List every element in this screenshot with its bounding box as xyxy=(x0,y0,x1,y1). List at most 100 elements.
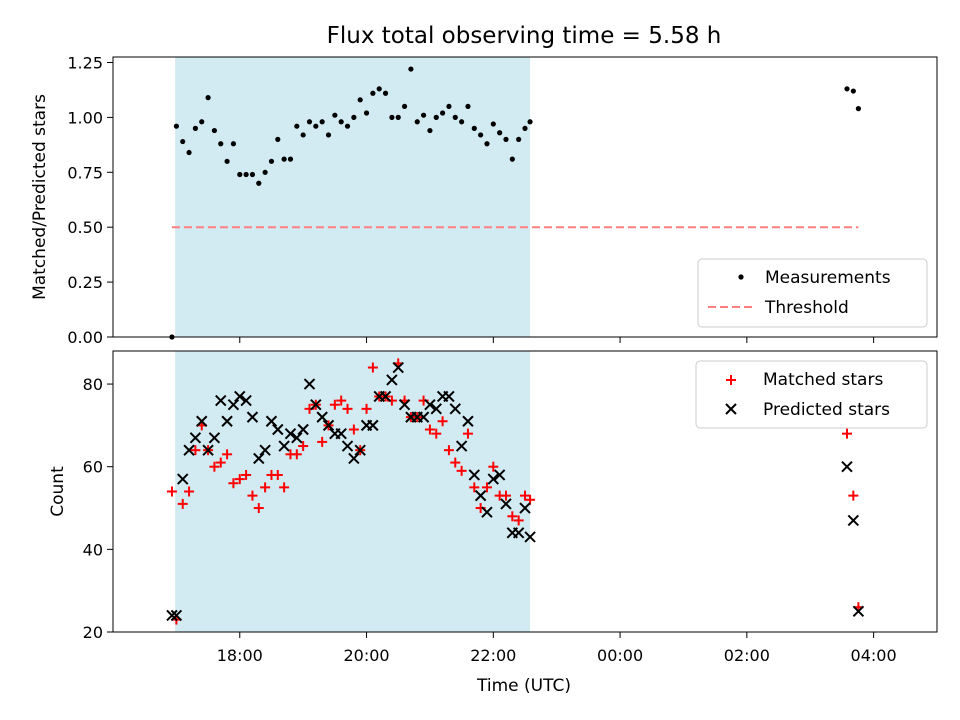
predicted-star-point xyxy=(354,444,366,456)
measurement-point xyxy=(319,119,325,125)
y-tick-label: 0.25 xyxy=(67,273,103,292)
measurements-series xyxy=(169,66,862,340)
measurement-point xyxy=(855,106,862,112)
predicted-star-point xyxy=(259,444,271,456)
matched-star-point xyxy=(520,490,530,501)
measurement-point xyxy=(268,158,275,164)
x-tick-label: 18:00 xyxy=(217,646,263,665)
predicted-star-point xyxy=(278,440,290,452)
predicted-star-point xyxy=(852,605,865,618)
legend-label-predicted: Predicted stars xyxy=(763,400,890,420)
matched-star-point xyxy=(260,482,271,493)
predicted-star-point xyxy=(524,531,536,543)
bottom-plot-frame xyxy=(112,350,938,633)
measurement-point xyxy=(262,169,268,175)
top-x-ticks xyxy=(239,337,875,343)
matched-star-point xyxy=(247,490,258,501)
measurement-point xyxy=(414,119,420,125)
matched-star-point xyxy=(437,416,448,427)
x-tick-label: 22:00 xyxy=(470,646,516,665)
predicted-star-point xyxy=(196,415,208,427)
measurement-point xyxy=(332,112,338,118)
legend-box xyxy=(695,360,928,429)
predicted-star-point xyxy=(221,415,233,427)
predicted-star-point xyxy=(847,514,860,527)
predicted-star-point xyxy=(240,394,252,407)
predicted-star-point xyxy=(215,394,227,407)
top-y-axis: 0.00 0.25 0.50 0.75 1.00 1.25 xyxy=(67,53,113,347)
measurement-point xyxy=(351,114,357,120)
measurement-point xyxy=(199,119,205,125)
bottom-x-axis: 18:00 20:00 22:00 00:00 02:00 04:00 xyxy=(217,632,897,665)
measurement-point xyxy=(211,127,218,134)
measurement-point xyxy=(281,156,287,162)
predicted-star-point xyxy=(512,527,525,539)
measurement-point xyxy=(363,110,370,116)
predicted-star-point xyxy=(177,473,189,485)
measurement-point xyxy=(306,119,313,125)
matched-star-point xyxy=(336,395,347,406)
y-tick-label: 80 xyxy=(83,375,103,394)
matched-star-point xyxy=(222,449,233,460)
predicted-star-point xyxy=(841,460,853,473)
bottom-y-axis: 20 40 60 80 xyxy=(83,375,113,642)
legend-label-matched: Matched stars xyxy=(763,370,883,390)
matched-star-point xyxy=(279,482,290,493)
x-tick-label: 00:00 xyxy=(597,646,643,665)
predicted-star-point xyxy=(443,390,455,403)
matched-star-point xyxy=(177,498,188,509)
predicted-star-point xyxy=(455,440,468,452)
predicted-star-point xyxy=(234,390,246,403)
top-panel: 0.00 0.25 0.50 0.75 1.00 1.25 Matched/Predict… xyxy=(30,53,938,347)
measurement-point xyxy=(218,141,224,147)
matched-star-point xyxy=(228,478,239,489)
measurement-point xyxy=(452,114,458,120)
predicted-star-point xyxy=(189,432,202,444)
y-tick-label: 0.00 xyxy=(67,328,103,347)
matched-star-point xyxy=(209,461,220,472)
legend-box xyxy=(697,258,928,328)
predicted-star-point xyxy=(386,374,398,386)
predicted-star-point xyxy=(430,403,442,415)
measurement-point xyxy=(497,130,503,136)
predicted-star-point xyxy=(246,411,259,423)
predicted-star-point xyxy=(449,403,461,415)
matched-star-point xyxy=(215,457,226,468)
matched-star-point xyxy=(184,486,195,497)
measurement-point xyxy=(427,127,433,134)
measurement-point xyxy=(459,119,465,125)
matched-star-point xyxy=(342,403,353,414)
predicted-star-point xyxy=(392,361,404,374)
measurement-point xyxy=(527,119,533,125)
matched-star-point xyxy=(462,428,473,439)
measurement-point xyxy=(205,95,211,101)
bottom-legend: Matched stars Predicted stars xyxy=(695,360,928,429)
predicted-star-point xyxy=(348,452,360,465)
predicted-star-point xyxy=(398,399,411,411)
matched-star-point xyxy=(841,428,852,439)
predicted-stars-series xyxy=(166,361,865,622)
predicted-star-point xyxy=(462,415,474,427)
measurement-point xyxy=(471,125,477,131)
y-tick-label: 40 xyxy=(83,540,103,559)
measurement-point xyxy=(180,138,186,145)
predicted-star-point xyxy=(500,498,512,510)
measurement-point xyxy=(478,132,484,138)
measurement-point xyxy=(420,112,427,118)
top-plot-frame xyxy=(112,56,938,338)
predicted-star-point xyxy=(341,440,354,452)
matched-star-point xyxy=(272,469,283,480)
measurement-point xyxy=(173,123,179,129)
matched-star-point xyxy=(507,511,518,522)
y-tick-label: 1.00 xyxy=(67,108,103,127)
measurement-point xyxy=(357,97,363,103)
matched-star-point xyxy=(166,486,177,497)
y-tick-label: 0.50 xyxy=(67,218,103,237)
measurement-point xyxy=(382,90,389,96)
matched-star-point xyxy=(317,436,328,447)
predicted-star-point xyxy=(367,419,379,432)
y-tick-label: 1.25 xyxy=(67,53,103,72)
predicted-star-point xyxy=(183,444,195,456)
measurement-point xyxy=(192,125,198,131)
measurement-point xyxy=(243,171,249,178)
